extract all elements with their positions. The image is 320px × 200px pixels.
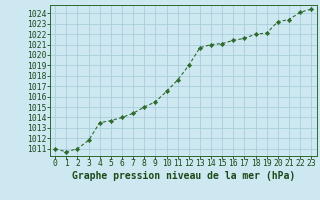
X-axis label: Graphe pression niveau de la mer (hPa): Graphe pression niveau de la mer (hPa)	[72, 171, 295, 181]
